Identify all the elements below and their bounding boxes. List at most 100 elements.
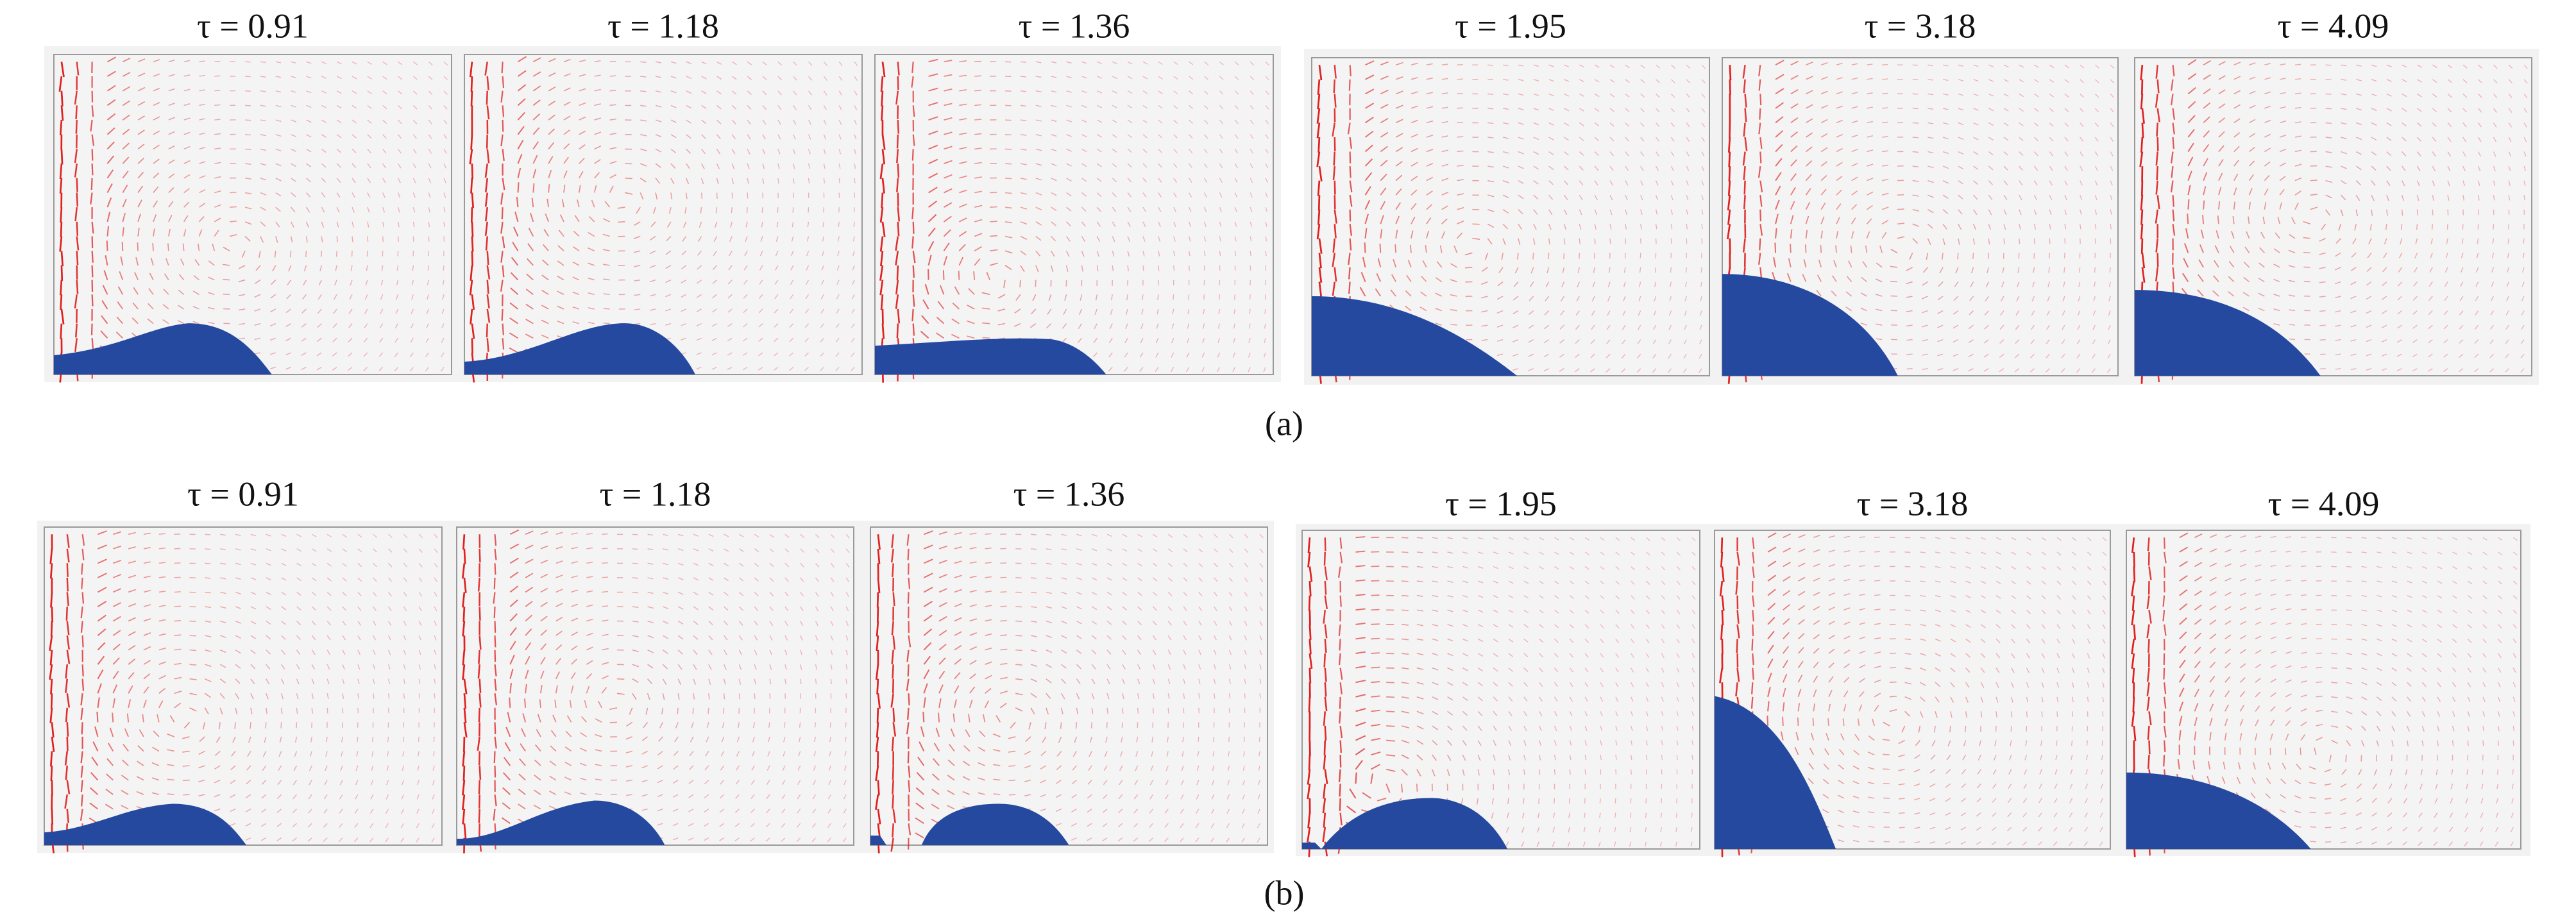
velocity-arrow (777, 207, 779, 213)
velocity-arrow (1988, 137, 1994, 141)
droplet (875, 338, 1106, 374)
velocity-arrow (2049, 238, 2051, 244)
velocity-arrow (2310, 165, 2318, 167)
velocity-arrow (696, 308, 702, 312)
velocity-arrow (731, 119, 736, 125)
velocity-arrow (532, 183, 535, 193)
velocity-arrow (1362, 256, 1366, 268)
velocity-arrow (1928, 122, 1934, 124)
velocity-arrow (2063, 267, 2065, 273)
velocity-arrow (1591, 324, 1595, 330)
velocity-arrow (2294, 63, 2301, 65)
velocity-arrow (137, 214, 141, 223)
velocity-arrow (1349, 180, 1353, 193)
velocity-arrow (1670, 209, 1674, 215)
velocity-arrow (198, 216, 205, 223)
velocity-arrow (2273, 293, 2280, 297)
velocity-arrow (2279, 189, 2285, 196)
velocity-arrow (378, 352, 384, 357)
velocity-arrow (1189, 61, 1194, 65)
velocity-arrow (1250, 178, 1253, 183)
velocity-arrow (821, 265, 825, 271)
velocity-arrow (2402, 79, 2407, 83)
velocity-arrow (711, 367, 717, 370)
velocity-arrow (208, 292, 215, 296)
velocity-arrow (594, 60, 601, 63)
velocity-arrow (1173, 163, 1178, 168)
velocity-arrow (1015, 294, 1021, 301)
velocity-arrow (640, 163, 647, 167)
velocity-arrow (1481, 324, 1488, 327)
velocity-arrow (943, 215, 952, 223)
velocity-arrow (2371, 64, 2377, 67)
velocity-arrow (74, 338, 78, 352)
velocity-arrow (2049, 122, 2054, 127)
velocity-arrow (967, 305, 975, 310)
velocity-arrow (655, 61, 661, 63)
velocity-arrow (132, 302, 139, 310)
velocity-arrow (808, 90, 812, 96)
velocity-arrow (2203, 172, 2208, 181)
velocity-arrow (272, 265, 276, 272)
velocity-arrow (1248, 367, 1251, 373)
velocity-arrow (563, 87, 571, 92)
velocity-arrow (1066, 178, 1072, 181)
velocity-arrow (212, 243, 216, 251)
velocity-arrow (1219, 105, 1224, 110)
velocity-arrow (1528, 324, 1534, 329)
velocity-arrow (382, 105, 387, 110)
velocity-arrow (1201, 367, 1205, 373)
velocity-arrow (1955, 267, 1959, 274)
velocity-arrow (1579, 165, 1584, 171)
velocity-arrow (1912, 165, 1919, 167)
velocity-arrow (777, 178, 779, 184)
velocity-arrow (1081, 163, 1087, 167)
velocity-arrow (2187, 214, 2189, 224)
velocity-arrow (2064, 64, 2069, 69)
velocity-arrow (2172, 281, 2174, 294)
velocity-arrow (2015, 324, 2020, 330)
velocity-arrow (1518, 151, 1524, 155)
velocity-arrow (494, 722, 496, 735)
velocity-arrow (350, 280, 353, 286)
velocity-arrow (412, 163, 417, 169)
velocity-arrow (1922, 353, 1928, 356)
velocity-arrow (153, 228, 155, 237)
velocity-arrow (1189, 134, 1193, 139)
velocity-arrow (1953, 339, 1959, 343)
velocity-arrow (1867, 135, 1874, 138)
velocity-arrow (1972, 253, 1974, 260)
velocity-arrow (1701, 122, 1706, 128)
velocity-arrow (1081, 148, 1087, 153)
velocity-arrow (804, 352, 809, 357)
velocity-arrow (1094, 308, 1098, 315)
velocity-arrow (665, 250, 672, 255)
velocity-arrow (1380, 117, 1389, 124)
velocity-arrow (2233, 173, 2239, 181)
velocity-arrow (2260, 231, 2266, 239)
velocity-arrow (301, 352, 307, 356)
velocity-arrow (500, 90, 504, 103)
velocity-arrow (2214, 260, 2219, 268)
velocity-arrow (1972, 209, 1978, 215)
velocity-arrow (1380, 187, 1387, 196)
velocity-arrow (989, 262, 998, 266)
velocity-arrow (347, 367, 353, 371)
velocity-arrow (500, 192, 504, 205)
velocity-arrow (301, 294, 307, 300)
velocity-arrow (1937, 368, 1944, 371)
velocity-arrow (1035, 178, 1042, 181)
velocity-arrow (609, 147, 617, 150)
velocity-arrow (2080, 194, 2083, 201)
velocity-arrow (1112, 90, 1117, 94)
velocity-arrow (510, 272, 519, 281)
velocity-arrow (548, 86, 556, 92)
velocity-arrow (1621, 368, 1626, 373)
velocity-arrow (2031, 296, 2035, 302)
velocity-arrow (1590, 339, 1595, 344)
velocity-arrow (81, 577, 83, 589)
velocity-arrow (1250, 90, 1254, 95)
velocity-arrow (66, 722, 69, 737)
velocity-arrow (333, 308, 337, 314)
velocity-arrow (364, 308, 368, 314)
